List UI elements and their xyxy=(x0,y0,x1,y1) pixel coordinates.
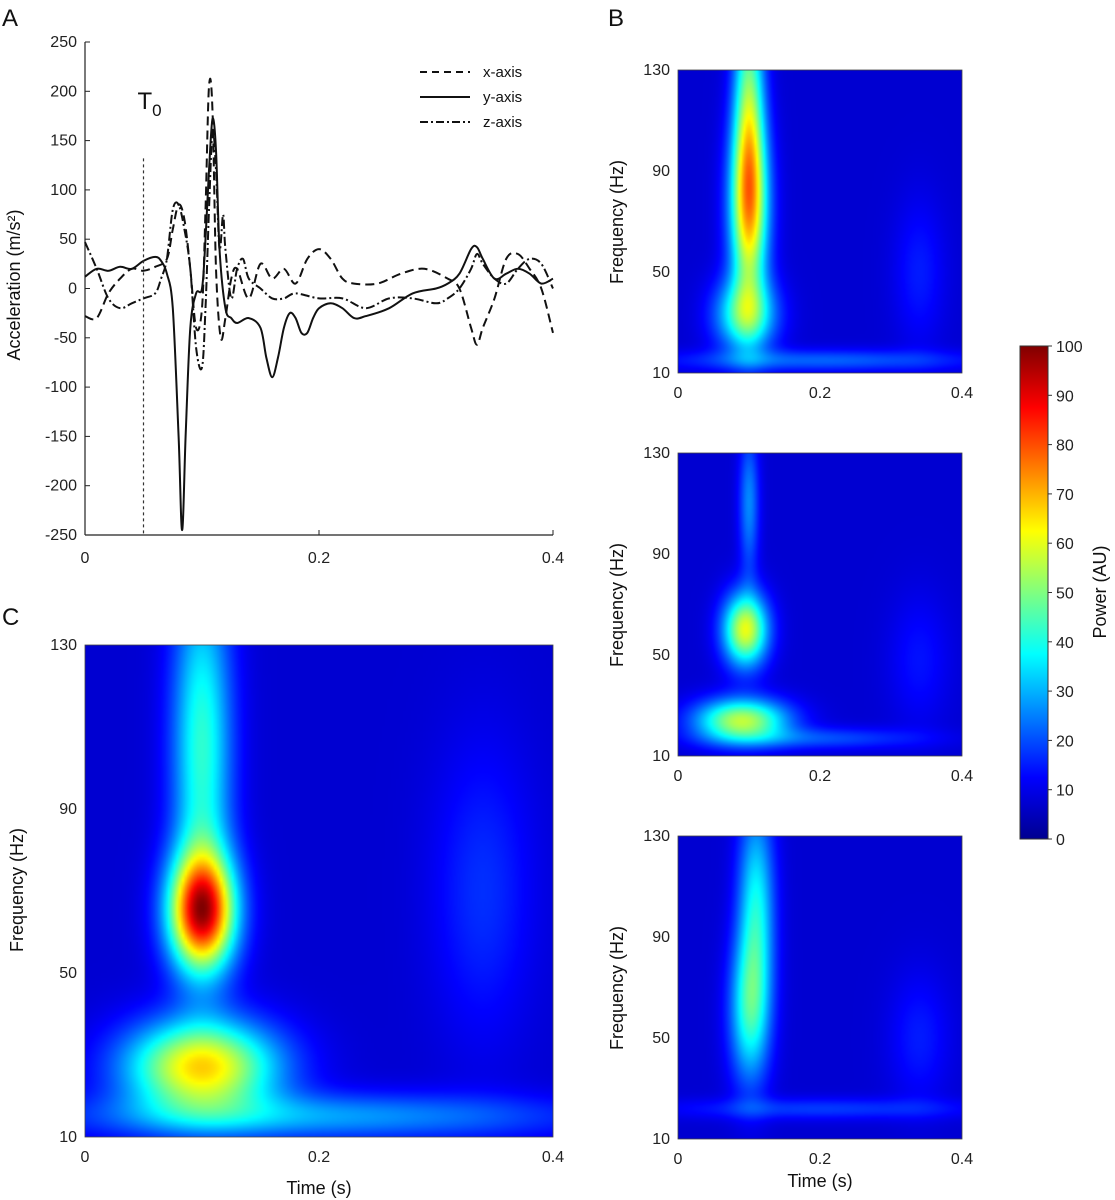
panel-label-b: B xyxy=(608,5,624,32)
series-line-z-axis xyxy=(84,128,554,371)
y-tick-label: -50 xyxy=(54,330,77,347)
y-axis-label-a: Acceleration (m/s²) xyxy=(4,209,24,360)
x-axis-label-b: Time (s) xyxy=(787,1171,852,1191)
heatmap-frame xyxy=(677,835,963,1140)
x-tick-label: 0.2 xyxy=(809,385,831,402)
colorbar-tick-label: 20 xyxy=(1056,733,1074,750)
y-tick-label: 10 xyxy=(652,748,670,765)
heatmap-b-top xyxy=(678,70,962,373)
y-tick-label: 100 xyxy=(50,182,77,199)
legend: x-axis y-axis z-axis xyxy=(420,64,522,131)
heatmap-frame xyxy=(677,69,963,374)
y-tick-label: 90 xyxy=(652,163,670,180)
colorbar-tick-label: 40 xyxy=(1056,635,1074,652)
x-tick-label: 0.4 xyxy=(951,768,973,785)
y-tick-label: 50 xyxy=(652,264,670,281)
colorbar-tick-label: 0 xyxy=(1056,832,1065,849)
y-tick-label: 250 xyxy=(50,34,77,51)
y-tick-label: 50 xyxy=(59,231,77,248)
x-tick-label: 0 xyxy=(674,768,683,785)
x-tick-label: 0.2 xyxy=(809,1151,831,1168)
panel-label-a: A xyxy=(2,5,18,32)
heatmap-frame xyxy=(84,644,554,1138)
legend-label-x-axis: x-axis xyxy=(483,64,522,81)
x-tick-label: 0 xyxy=(81,550,90,567)
y-tick-label: 90 xyxy=(59,801,77,818)
heatmap-c xyxy=(85,645,553,1137)
heatmap-b-middle xyxy=(678,453,962,756)
y-tick-label: -200 xyxy=(45,478,77,495)
y-tick-label: 150 xyxy=(50,133,77,150)
y-tick-label: 50 xyxy=(652,1030,670,1047)
line-chart-series xyxy=(84,77,554,532)
x-tick-label: 0.4 xyxy=(542,1149,564,1166)
y-tick-label: 130 xyxy=(50,637,77,654)
y-tick-label: 200 xyxy=(50,83,77,100)
legend-label-y-axis: y-axis xyxy=(483,89,522,106)
y-tick-label: 130 xyxy=(643,62,670,79)
y-axis-label-b-middle: Frequency (Hz) xyxy=(607,543,627,667)
panel-label-c: C xyxy=(2,604,19,631)
t0-annotation: T0 xyxy=(138,88,162,120)
heatmap-b-bottom xyxy=(678,836,962,1139)
colorbar-tick-label: 10 xyxy=(1056,783,1074,800)
x-tick-label: 0 xyxy=(81,1149,90,1166)
x-tick-label: 0.2 xyxy=(308,550,330,567)
colorbar-label: Power (AU) xyxy=(1090,545,1110,638)
heatmap-frame xyxy=(677,452,963,757)
colorbar xyxy=(1019,345,1049,840)
y-tick-label: 130 xyxy=(643,445,670,462)
y-tick-label: 10 xyxy=(652,1131,670,1148)
x-tick-label: 0.2 xyxy=(809,768,831,785)
x-tick-label: 0 xyxy=(674,1151,683,1168)
y-tick-label: 10 xyxy=(652,365,670,382)
x-axis-label-c: Time (s) xyxy=(286,1178,351,1198)
x-tick-label: 0.2 xyxy=(308,1149,330,1166)
y-tick-label: -100 xyxy=(45,379,77,396)
colorbar-tick-label: 100 xyxy=(1056,339,1083,356)
colorbar-tick-label: 50 xyxy=(1056,586,1074,603)
y-axis-label-b-bottom: Frequency (Hz) xyxy=(607,926,627,1050)
y-tick-label: 50 xyxy=(652,647,670,664)
t0-annotation-subscript: 0 xyxy=(152,101,161,120)
x-tick-label: 0.4 xyxy=(542,550,564,567)
series-line-y-axis xyxy=(84,117,554,532)
legend-label-z-axis: z-axis xyxy=(483,114,522,131)
y-tick-label: 90 xyxy=(652,929,670,946)
t0-annotation-text: T xyxy=(138,88,153,115)
y-tick-label: 50 xyxy=(59,965,77,982)
colorbar-tick-label: 90 xyxy=(1056,388,1074,405)
y-tick-label: -250 xyxy=(45,527,77,544)
x-tick-label: 0.4 xyxy=(951,1151,973,1168)
y-tick-label: 130 xyxy=(643,828,670,845)
x-tick-label: 0 xyxy=(674,385,683,402)
colorbar-tick-label: 80 xyxy=(1056,438,1074,455)
y-tick-label: 90 xyxy=(652,546,670,563)
colorbar-tick-label: 60 xyxy=(1056,536,1074,553)
y-tick-label: -150 xyxy=(45,428,77,445)
y-axis-label-c: Frequency (Hz) xyxy=(7,828,27,952)
y-tick-label: 10 xyxy=(59,1129,77,1146)
colorbar-tick-label: 70 xyxy=(1056,487,1074,504)
y-tick-label: 0 xyxy=(68,281,77,298)
x-tick-label: 0.4 xyxy=(951,385,973,402)
colorbar-tick-label: 30 xyxy=(1056,684,1074,701)
y-axis-label-b-top: Frequency (Hz) xyxy=(607,160,627,284)
